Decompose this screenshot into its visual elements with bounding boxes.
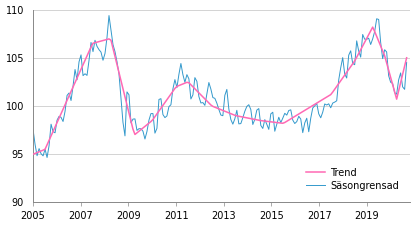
- Trend: [154, 113, 159, 115]
- Trend: [69, 90, 74, 93]
- Säsongrensad: [106, 14, 111, 17]
- Säsongrensad: [396, 79, 401, 81]
- Säsongrensad: [31, 128, 36, 131]
- Säsongrensad: [158, 97, 163, 100]
- Line: Säsongrensad: Säsongrensad: [33, 16, 406, 158]
- Trend: [404, 56, 409, 59]
- Line: Trend: Trend: [33, 27, 406, 154]
- Säsongrensad: [171, 88, 176, 90]
- Säsongrensad: [71, 85, 76, 87]
- Trend: [32, 152, 37, 155]
- Trend: [394, 98, 399, 101]
- Trend: [166, 96, 171, 98]
- Trend: [144, 123, 149, 126]
- Trend: [370, 26, 375, 28]
- Legend: Trend, Säsongrensad: Trend, Säsongrensad: [303, 165, 402, 194]
- Säsongrensad: [149, 112, 154, 115]
- Säsongrensad: [404, 61, 409, 64]
- Säsongrensad: [45, 156, 50, 159]
- Säsongrensad: [32, 143, 37, 146]
- Trend: [31, 153, 36, 155]
